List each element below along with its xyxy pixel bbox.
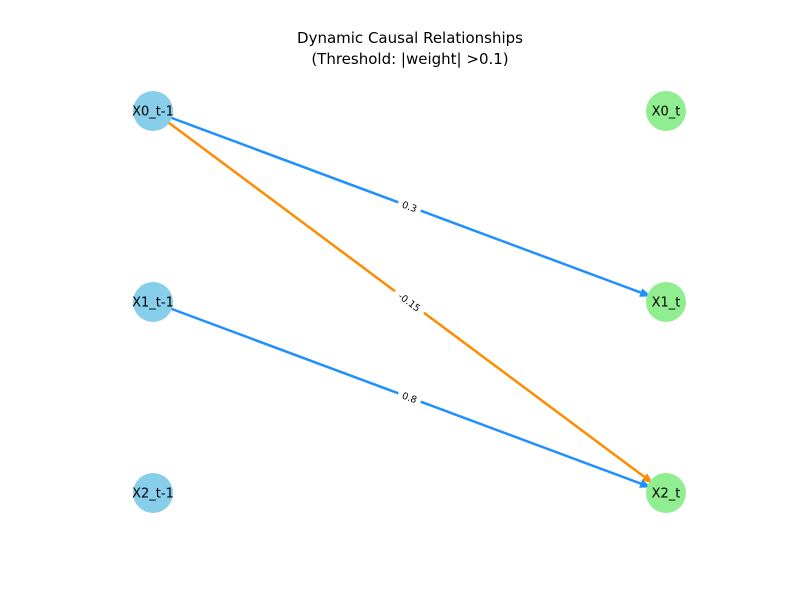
nodes-layer: X0_t-1 X1_t-1 X2_t-1 X0_t X1_t X2_t: [132, 91, 686, 513]
edge-weight-label: 0.3: [400, 200, 418, 216]
node-x0-t: X0_t: [646, 91, 686, 131]
edge-label-background: [395, 196, 424, 217]
edge-label-background: [391, 286, 428, 318]
node-label: X2_t-1: [132, 487, 174, 502]
edge-label-group: 0.8: [395, 387, 424, 408]
edge-label-background: [395, 387, 424, 408]
node-circle: [133, 473, 173, 513]
node-x0-t-1: X0_t-1: [132, 91, 174, 131]
diagram-title-line-1: Dynamic Causal Relationships: [297, 29, 523, 47]
diagram-title-line-2: (Threshold: |weight| >0.1): [311, 50, 508, 68]
node-circle: [646, 473, 686, 513]
node-circle: [646, 91, 686, 131]
node-label: X1_t-1: [132, 296, 174, 311]
edge-labels-layer: 0.3 -0.15 0.8: [391, 196, 428, 408]
node-circle: [646, 282, 686, 322]
node-label: X0_t: [652, 105, 681, 120]
node-label: X0_t-1: [132, 105, 174, 120]
node-label: X1_t: [652, 296, 681, 311]
node-circle: [133, 91, 173, 131]
node-label: X2_t: [652, 487, 681, 502]
node-circle: [133, 282, 173, 322]
edge-label-group: 0.3: [395, 196, 424, 217]
node-x1-t-1: X1_t-1: [132, 282, 174, 322]
node-x1-t: X1_t: [646, 282, 686, 322]
edge-weight-label: 0.8: [400, 391, 418, 407]
node-x2-t: X2_t: [646, 473, 686, 513]
node-x2-t-1: X2_t-1: [132, 473, 174, 513]
edge-label-group: -0.15: [391, 286, 428, 318]
